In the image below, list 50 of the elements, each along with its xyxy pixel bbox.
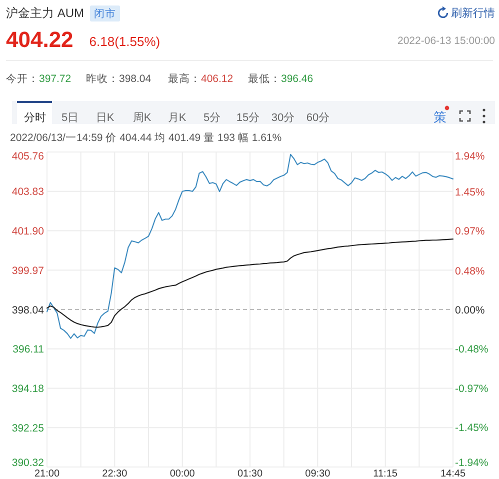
y-tick-label: 390.32 <box>12 456 44 469</box>
text: 30分 <box>271 112 295 124</box>
text: 397.72 <box>39 73 72 85</box>
y2-tick-label: -1.94% <box>455 456 488 469</box>
text: 396.46 <box>281 73 314 85</box>
y-tick-label: 399.97 <box>12 264 44 277</box>
y-tick-label: 401.90 <box>12 226 44 238</box>
text: 60分 <box>306 112 330 124</box>
text: 15分 <box>236 112 260 124</box>
y2-tick-label: 0.00% <box>455 304 485 316</box>
x-tick-label: 14:45 <box>440 468 466 479</box>
text: 策 <box>434 110 446 124</box>
y2-tick-label: -0.48% <box>455 343 488 356</box>
text: 6.18(1.55%) <box>89 34 160 49</box>
text: 5日 <box>61 112 79 124</box>
text: 昨收： <box>86 73 119 85</box>
y-tick-label: 398.04 <box>12 304 44 316</box>
y-tick-label: 403.83 <box>12 186 44 198</box>
text: 5分 <box>203 112 221 124</box>
text: 刷新行情 <box>451 6 495 20</box>
text: 今开： <box>6 73 39 85</box>
y2-tick-label: 1.94% <box>455 150 485 162</box>
text: 闭市 <box>94 7 116 20</box>
y2-tick-label: -0.97% <box>455 383 488 396</box>
text: 周K <box>132 112 152 124</box>
x-tick-label: 22:30 <box>102 468 128 479</box>
text: 398.04 <box>119 73 152 85</box>
x-tick-label: 09:30 <box>305 468 331 479</box>
y2-tick-label: -1.45% <box>455 422 488 434</box>
text: 404.22 <box>6 27 74 52</box>
text: 日K <box>96 112 115 124</box>
x-tick-label: 11:15 <box>373 468 398 479</box>
text: 2022/06/13/一14:59 价 404.44 均 401.49 量 193 幅 1.61% <box>10 132 282 144</box>
y-tick-label: 392.25 <box>12 422 44 434</box>
chart-title: 沪金主力 AUM <box>6 6 84 20</box>
y-tick-label: 396.11 <box>12 344 44 356</box>
text: 分时 <box>24 111 46 124</box>
text: 最高： <box>168 72 201 85</box>
x-tick-label: 21:00 <box>34 468 60 479</box>
text: 406.12 <box>201 73 234 85</box>
x-tick-label: 01:30 <box>237 468 263 479</box>
x-tick-label: 00:00 <box>170 468 196 479</box>
y-tick-label: 405.76 <box>12 150 44 162</box>
text: 月K <box>168 112 187 124</box>
y2-tick-label: 1.45% <box>455 186 485 199</box>
y2-tick-label: 0.48% <box>455 265 485 278</box>
text: 2022-06-13 15:00:00 <box>398 35 496 47</box>
text: 最低： <box>248 73 281 85</box>
y-tick-label: 394.18 <box>12 383 44 396</box>
y2-tick-label: 0.97% <box>455 226 485 238</box>
